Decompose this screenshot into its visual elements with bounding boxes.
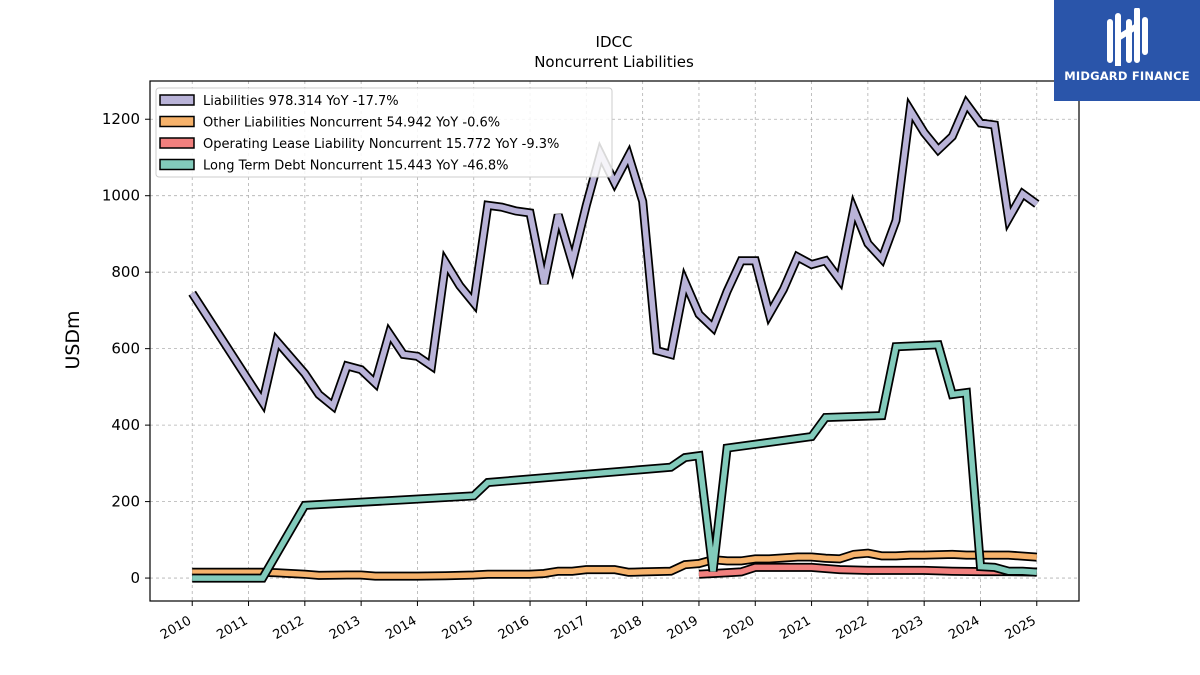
x-tick-label: 2019 bbox=[665, 613, 701, 643]
legend-swatch-3 bbox=[159, 137, 195, 149]
series-line-4 bbox=[192, 341, 1037, 581]
y-axis-label: USDm bbox=[62, 310, 84, 369]
legend: Liabilities 978.314 YoY -17.7% Other Liab… bbox=[155, 87, 613, 178]
x-tick-label: 2016 bbox=[496, 613, 532, 643]
legend-swatch-2 bbox=[159, 115, 195, 128]
chart-title: IDCC bbox=[596, 33, 633, 51]
midgard-mark-icon bbox=[1107, 8, 1148, 66]
y-tick-label: 600 bbox=[111, 340, 140, 358]
x-tick-label: 2020 bbox=[721, 613, 757, 643]
brand-name: MIDGARD FINANCE bbox=[1064, 69, 1190, 83]
x-tick-label: 2024 bbox=[946, 613, 982, 643]
plot-frame bbox=[149, 80, 1080, 602]
plot-area bbox=[188, 94, 1040, 583]
series-line-1 bbox=[189, 98, 1039, 411]
x-tick-label: 2025 bbox=[1003, 613, 1039, 643]
legend-label-4: Long Term Debt Noncurrent 15.443 YoY -46… bbox=[203, 159, 509, 174]
y-axis: 0 200 400 600 800 1000 1200 bbox=[102, 110, 150, 587]
x-tick-label: 2014 bbox=[383, 613, 419, 643]
y-tick-label: 400 bbox=[111, 416, 140, 434]
brand-logo: MIDGARD FINANCE bbox=[1054, 0, 1200, 101]
y-tick-label: 800 bbox=[111, 263, 140, 281]
x-axis: 2010 2011 2012 2013 2014 2015 2016 2017 2018 2019… bbox=[158, 601, 1039, 643]
legend-label-3: Operating Lease Liability Noncurrent 15.… bbox=[203, 137, 559, 152]
x-tick-label: 2012 bbox=[271, 613, 307, 643]
legend-swatch-1 bbox=[159, 94, 195, 106]
x-tick-label: 2023 bbox=[890, 613, 926, 643]
x-tick-label: 2017 bbox=[552, 613, 588, 643]
series-line-3 bbox=[698, 564, 1037, 577]
legend-box bbox=[155, 87, 613, 178]
x-tick-label: 2013 bbox=[327, 613, 363, 643]
x-tick-label: 2018 bbox=[608, 613, 644, 643]
x-tick-label: 2010 bbox=[158, 613, 194, 643]
series-line-2 bbox=[192, 550, 1037, 579]
x-tick-label: 2015 bbox=[440, 613, 476, 643]
y-tick-label: 200 bbox=[111, 493, 140, 511]
series-outline-4 bbox=[192, 340, 1038, 583]
y-tick-label: 1200 bbox=[102, 110, 140, 128]
x-tick-label: 2022 bbox=[834, 613, 870, 643]
chart-subtitle: Noncurrent Liabilities bbox=[534, 53, 694, 71]
x-tick-label: 2011 bbox=[214, 613, 250, 643]
legend-label-2: Other Liabilities Noncurrent 54.942 YoY … bbox=[203, 116, 500, 131]
y-tick-label: 1000 bbox=[102, 187, 140, 205]
grid bbox=[150, 81, 1079, 601]
legend-label-1: Liabilities 978.314 YoY -17.7% bbox=[203, 94, 399, 109]
legend-swatch-4 bbox=[159, 158, 195, 171]
y-tick-label: 0 bbox=[130, 569, 140, 587]
x-tick-label: 2021 bbox=[777, 613, 813, 643]
